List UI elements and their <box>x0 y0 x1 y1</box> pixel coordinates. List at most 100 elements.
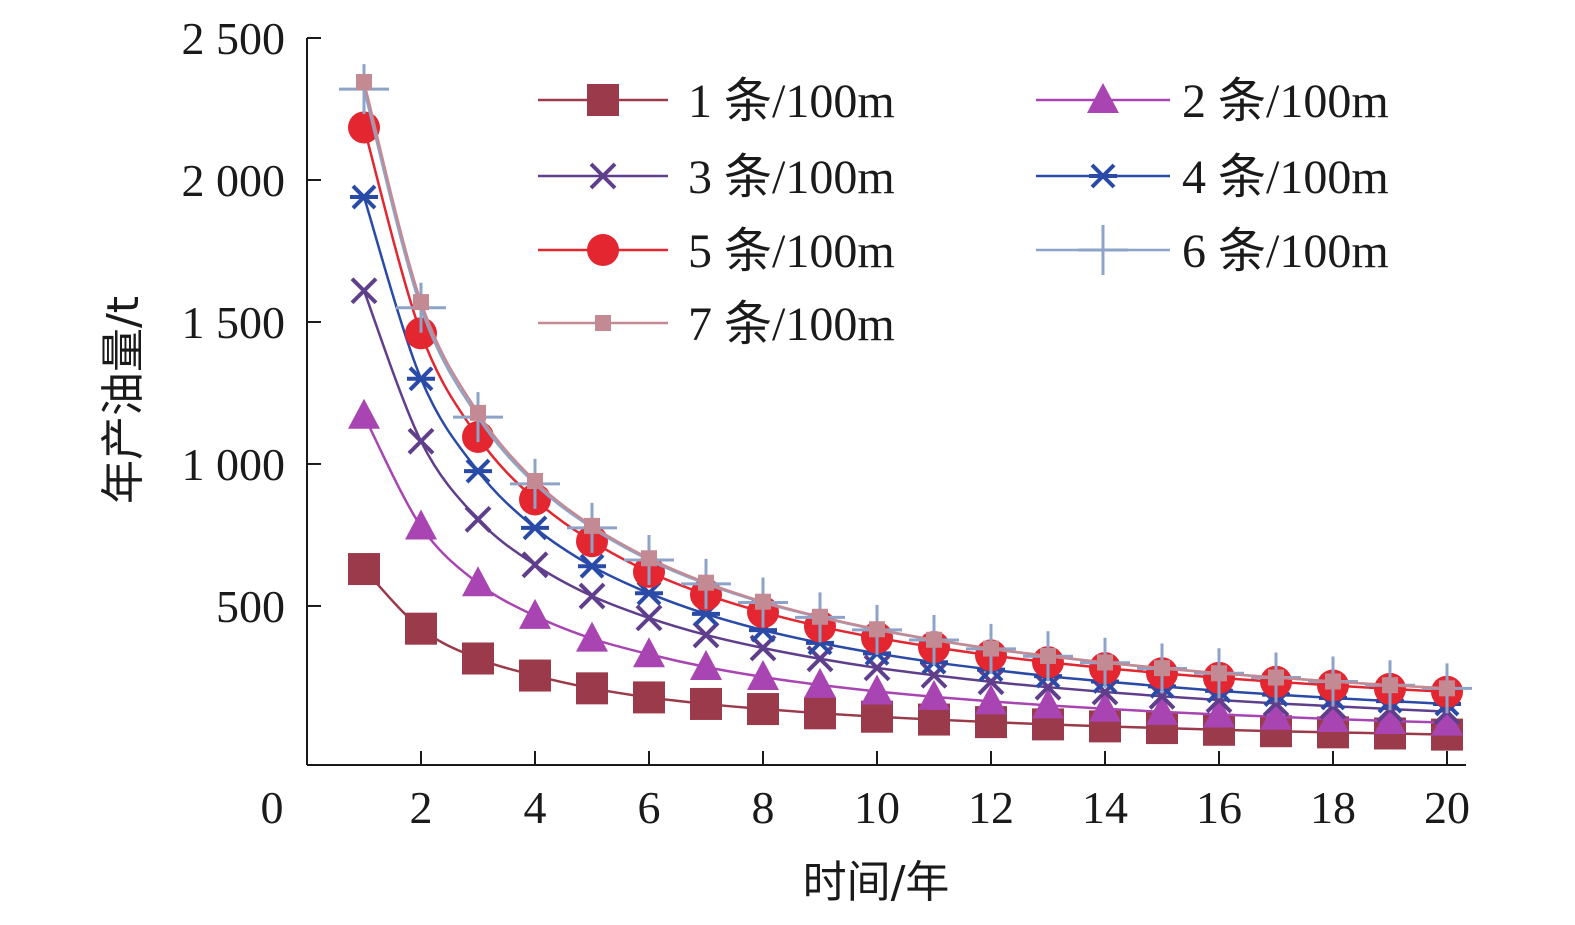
series-line <box>362 81 1448 690</box>
data-point <box>812 608 828 625</box>
data-point <box>1203 697 1235 728</box>
legend-marker <box>587 234 619 266</box>
legend-item: 1 条/100m <box>538 75 895 128</box>
data-point <box>1211 665 1227 682</box>
y-ticks: 500 1 000 1 500 2 000 2 500 <box>182 13 321 632</box>
data-point <box>977 668 1005 696</box>
data-point <box>1317 701 1349 732</box>
legend-item: 5 条/100m <box>538 225 895 278</box>
legend-marker <box>1089 163 1117 189</box>
data-point <box>413 294 429 311</box>
series-2 <box>348 398 1463 736</box>
data-point <box>690 650 722 681</box>
legend-marker <box>1078 225 1128 275</box>
series-1 <box>348 553 1463 751</box>
data-point <box>578 582 606 610</box>
data-point <box>464 458 492 484</box>
data-point <box>755 593 771 610</box>
series-7 <box>356 74 1455 697</box>
y-tick-label: 2 500 <box>182 13 286 64</box>
legend-item: 6 条/100m <box>1036 225 1389 278</box>
y-tick-label: 2 000 <box>182 155 286 206</box>
x-tick-label: 12 <box>968 782 1014 833</box>
data-point <box>747 659 779 690</box>
data-point <box>1431 705 1463 736</box>
data-point <box>983 640 999 657</box>
legend-label: 5 条/100m <box>688 225 895 278</box>
x-tick-label: 20 <box>1424 782 1470 833</box>
data-point <box>641 550 657 567</box>
legend-label: 3 条/100m <box>688 151 895 204</box>
x-tick-label: 14 <box>1082 782 1128 833</box>
data-point <box>698 574 714 591</box>
data-point <box>1091 678 1119 706</box>
data-point <box>584 517 600 534</box>
data-point <box>1382 677 1398 694</box>
data-point <box>527 473 543 490</box>
data-point <box>1034 673 1062 701</box>
data-point <box>1439 680 1455 697</box>
data-point <box>350 184 378 210</box>
data-point <box>1089 691 1121 722</box>
origin-tick-label: 0 <box>261 782 284 833</box>
data-point <box>692 621 720 649</box>
data-point <box>1040 647 1056 664</box>
data-point <box>926 631 942 648</box>
x-tick-label: 10 <box>854 782 900 833</box>
data-point <box>861 700 893 733</box>
legend-label: 7 条/100m <box>688 298 895 351</box>
data-point <box>464 505 492 533</box>
data-point <box>690 687 722 720</box>
data-point <box>633 637 665 668</box>
data-point <box>462 642 494 675</box>
series-layer <box>339 64 1472 751</box>
data-point <box>462 566 494 597</box>
legend-item: 4 条/100m <box>1036 151 1389 204</box>
x-axis-title: 时间/年 <box>803 857 950 908</box>
data-point <box>1032 688 1064 719</box>
data-point <box>1097 654 1113 671</box>
data-point <box>1146 694 1178 725</box>
axes-layer: 500 1 000 1 500 2 000 2 500 2 4 6 8 10 12 14 16 18 20… <box>182 13 1471 833</box>
series-line <box>362 127 1448 693</box>
legend-label: 1 条/100m <box>688 75 895 128</box>
data-point <box>405 612 437 645</box>
data-point <box>576 621 608 652</box>
data-point <box>975 684 1007 715</box>
x-ticks: 2 4 6 8 10 12 14 16 18 20 <box>410 751 1470 833</box>
data-point <box>869 621 885 638</box>
legend: 1 条/100m 2 条/100m 3 条/100m 4 条/100m 5 条/100m… <box>538 75 1389 351</box>
data-point <box>576 672 608 705</box>
data-point <box>521 515 549 541</box>
data-point <box>920 661 948 689</box>
x-tick-label: 4 <box>524 782 547 833</box>
data-point <box>521 551 549 579</box>
data-point <box>348 398 380 429</box>
data-point <box>350 277 378 305</box>
legend-marker <box>589 162 617 190</box>
x-tick-label: 8 <box>752 782 775 833</box>
x-tick-label: 6 <box>638 782 661 833</box>
data-point <box>1325 673 1341 690</box>
legend-label: 4 条/100m <box>1182 151 1389 204</box>
y-tick-label: 1 500 <box>182 297 286 348</box>
data-point <box>578 553 606 579</box>
y-tick-label: 500 <box>216 581 285 632</box>
legend-item: 2 条/100m <box>1036 75 1389 128</box>
y-tick-label: 1 000 <box>182 439 286 490</box>
x-tick-label: 2 <box>410 782 433 833</box>
legend-marker <box>587 84 619 116</box>
data-point <box>861 674 893 705</box>
data-point <box>407 427 435 455</box>
legend-marker <box>595 315 611 331</box>
legend-label: 6 条/100m <box>1182 225 1389 278</box>
legend-item: 7 条/100m <box>538 298 895 351</box>
x-tick-label: 18 <box>1310 782 1356 833</box>
x-tick-label: 16 <box>1196 782 1242 833</box>
data-point <box>1268 669 1284 686</box>
data-point <box>519 659 551 692</box>
legend-item: 3 条/100m <box>538 151 895 204</box>
data-point <box>1260 699 1292 730</box>
